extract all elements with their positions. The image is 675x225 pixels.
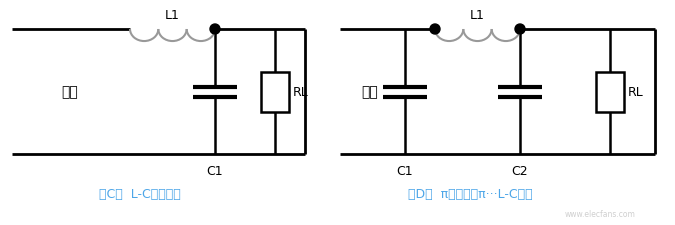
Text: 输入: 输入 bbox=[61, 85, 78, 99]
Circle shape bbox=[430, 25, 440, 35]
Text: 输入: 输入 bbox=[362, 85, 379, 99]
Circle shape bbox=[210, 25, 220, 35]
Text: L1: L1 bbox=[470, 9, 485, 22]
Text: （C）  L-C电感滤波: （C） L-C电感滤波 bbox=[99, 188, 181, 201]
Text: （D）  π型滤波或π···L-C滤波: （D） π型滤波或π···L-C滤波 bbox=[408, 188, 533, 201]
Text: RL: RL bbox=[628, 86, 644, 99]
Circle shape bbox=[515, 25, 525, 35]
Text: C1: C1 bbox=[397, 164, 413, 177]
Text: RL: RL bbox=[293, 86, 308, 99]
Text: L1: L1 bbox=[165, 9, 180, 22]
Text: C2: C2 bbox=[512, 164, 529, 177]
Text: C1: C1 bbox=[207, 164, 223, 177]
Text: www.elecfans.com: www.elecfans.com bbox=[564, 209, 635, 218]
Bar bbox=[596, 72, 624, 112]
Bar bbox=[261, 72, 289, 112]
